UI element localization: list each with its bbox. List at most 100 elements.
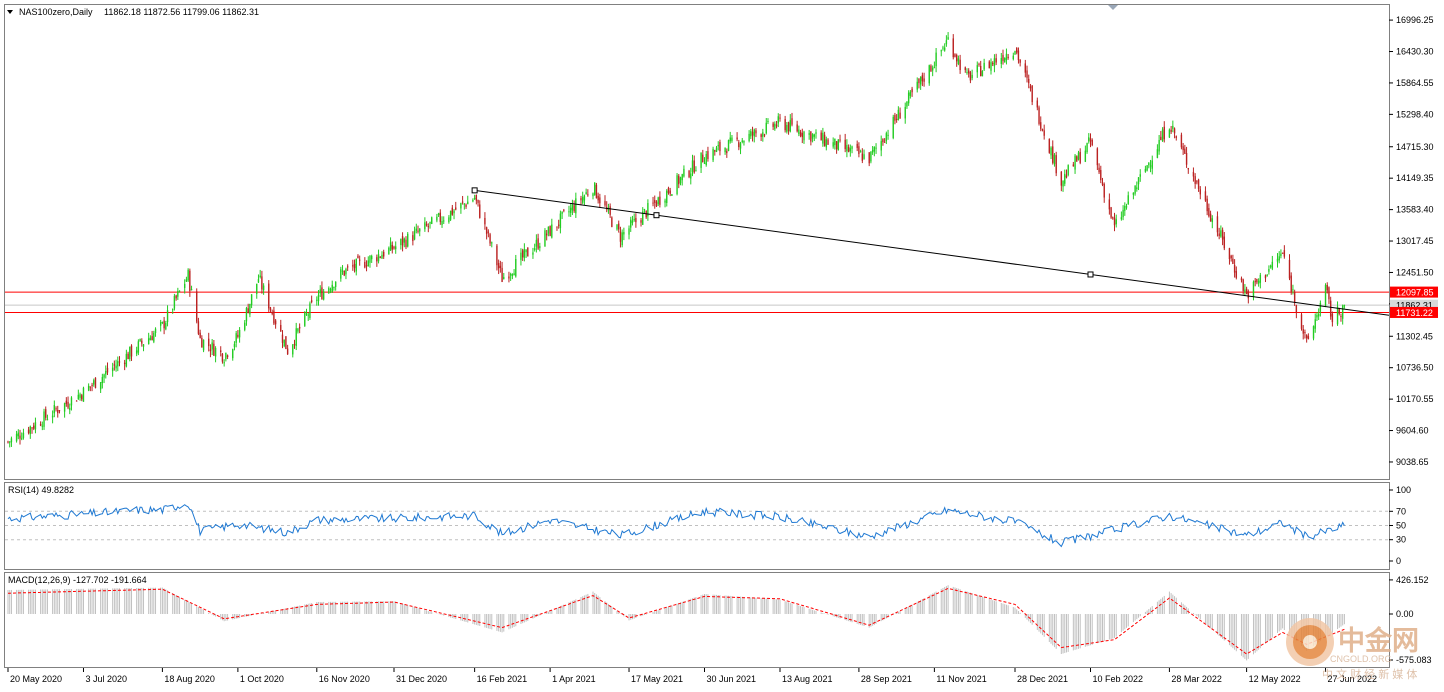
candle-body [221,353,224,362]
candle-body [10,438,13,443]
candle-body [957,58,960,65]
candle-body [1242,279,1244,292]
candle-body [1197,179,1200,189]
candle-body [1040,122,1042,129]
candle-body [815,132,817,134]
candle-body [861,153,864,161]
candle-body [1079,151,1081,163]
candle-body [1002,54,1004,62]
candle-body [292,344,294,355]
candle-body [412,235,414,242]
candle-body [635,217,637,223]
trendline-anchor-handle[interactable] [653,212,660,219]
candle-body [1110,207,1112,218]
trendline-anchor-handle[interactable] [471,187,478,194]
trendline-anchor-handle[interactable] [1087,271,1094,278]
candle-body [177,291,179,297]
candle-body [705,154,707,166]
candle-body [597,195,599,201]
watermark-tagline: 中 文 财 经 新 媒 体 [1322,667,1417,681]
candle-body [808,133,810,135]
candle-body [1173,128,1176,134]
candle-body [729,137,731,142]
symbol-title: NAS100zero,Daily [19,7,93,17]
candle-body [400,239,402,246]
candle-body [237,334,239,337]
candle-body [441,220,443,225]
candle-body [1264,275,1267,279]
candle-body [678,175,680,185]
trendline[interactable] [471,187,1390,316]
candle-body [791,118,793,125]
candle-body [909,91,912,96]
candle-body [887,134,889,137]
candle-body [1271,261,1274,269]
time-axis: 20 May 2020 3 Jul 2020 18 Aug 2020 1 Oct 20… [7,668,1377,684]
price-tick-label: 9038.65 [1396,457,1429,467]
candle-body [460,203,462,209]
candle-body [1060,171,1063,186]
time-tick-label: 28 Mar 2022 [1171,674,1222,684]
candle-body [1196,181,1198,183]
candle-body [1029,86,1032,89]
candle-body [305,313,308,315]
candle-body [220,350,222,353]
candle-body [688,170,690,178]
candle-body [1041,129,1044,131]
candle-body [175,295,177,299]
candle-body [789,120,791,132]
candle-body [640,220,642,223]
candle-body [106,367,109,373]
candle-body [717,145,719,147]
candle-body [111,367,114,372]
candle-body [17,432,19,437]
candle-body [532,252,534,255]
candle-body [31,427,33,429]
candle-body [1139,174,1141,177]
candle-body [439,212,442,222]
candle-body [153,332,155,342]
candle-body [268,283,270,309]
watermark: 中金网 CNGOLD.ORG 中 文 财 经 新 媒 体 [1286,618,1419,681]
price-tick-label: 10170.55 [1396,394,1434,404]
candle-body [621,232,623,246]
candle-body [477,199,479,203]
candle-body [700,152,702,168]
candle-body [1012,55,1014,60]
candle-body [1240,278,1243,281]
dropdown-triangle-icon[interactable] [7,10,13,14]
candle-body [583,195,586,201]
candle-body [1254,280,1256,283]
candle-body [51,415,54,418]
candle-body [281,334,284,343]
candlesticks [7,32,1346,448]
candle-body [681,174,683,181]
candle-body [503,276,505,280]
candle-body [508,276,510,279]
candle-body [67,401,69,408]
candle-body [992,63,994,65]
candle-body [959,59,961,71]
candle-body [1053,154,1056,165]
candle-body [592,193,594,197]
shift-marker-icon[interactable] [1108,5,1118,10]
candle-body [449,210,452,220]
candle-body [1077,152,1080,160]
candle-body [714,150,716,152]
horizontal-levels[interactable] [5,291,1389,313]
candle-body [352,265,354,267]
candle-body [849,148,852,152]
candle-body [333,287,335,289]
candle-body [257,279,260,283]
candle-body [607,208,610,211]
candle-body [425,223,428,226]
candle-body [472,199,474,202]
candle-body [41,425,44,427]
trendline-segment[interactable] [474,189,1390,316]
rsi-tick-label: 50 [1396,521,1406,531]
candle-body [298,326,301,329]
candle-body [1268,269,1270,272]
candle-body [539,246,541,249]
candle-body [223,362,225,364]
